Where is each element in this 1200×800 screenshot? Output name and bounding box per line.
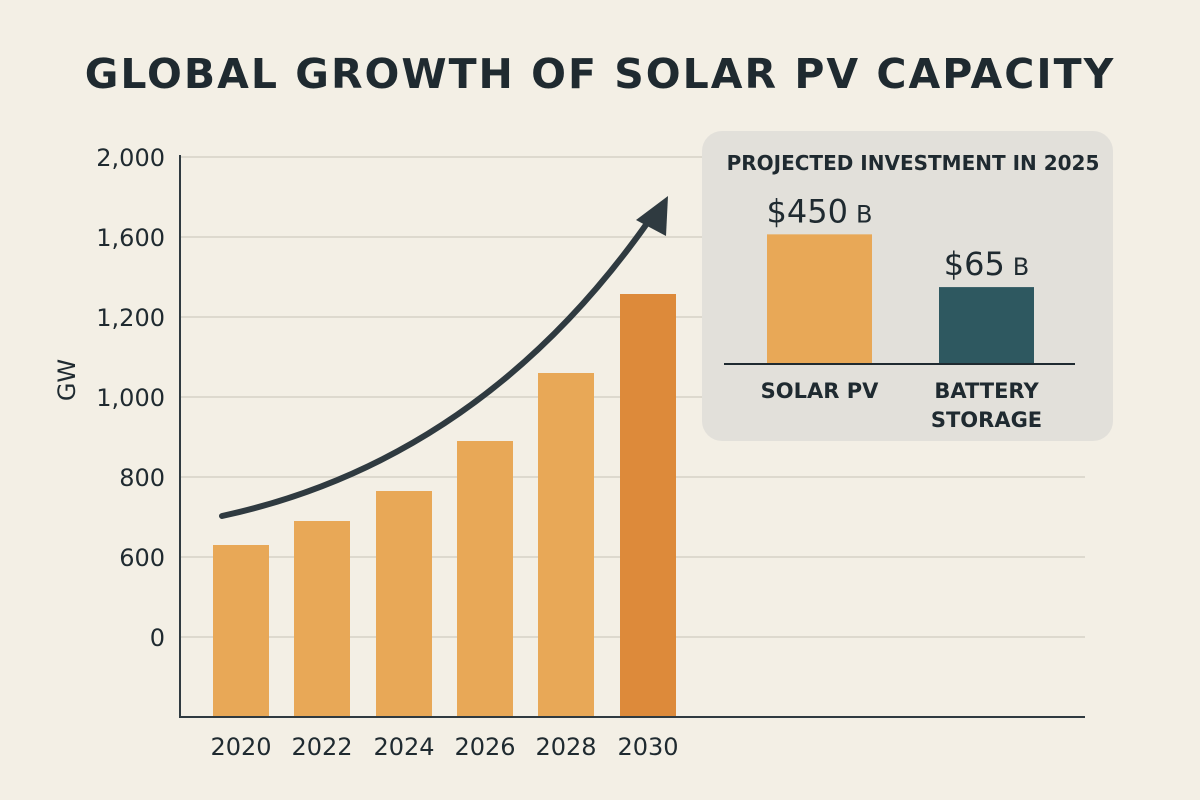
- y-axis-label: GW: [53, 359, 81, 401]
- inset-value-label: $450 B: [767, 192, 873, 230]
- x-tick-label: 2022: [291, 733, 352, 761]
- y-tick-label: 1,600: [96, 224, 165, 252]
- y-tick-label: 600: [119, 544, 165, 572]
- bar-2024: [376, 491, 432, 717]
- y-tick-label: 1,200: [96, 304, 165, 332]
- x-tick-label: 2026: [454, 733, 515, 761]
- trend-arrow-line: [219, 219, 651, 519]
- inset-bar: [767, 234, 872, 364]
- inset-category-label: BATTERY: [934, 379, 1039, 403]
- bar-2020: [213, 545, 269, 717]
- y-tick-label: 2,000: [96, 144, 165, 172]
- x-tick-label: 2028: [535, 733, 596, 761]
- x-tick-label: 2020: [210, 733, 271, 761]
- chart-title: GLOBAL GROWTH OF SOLAR PV CAPACITY: [84, 50, 1116, 98]
- bar-2028: [538, 373, 594, 717]
- bar-2026: [457, 441, 513, 717]
- inset-value-label: $65 B: [944, 245, 1030, 283]
- inset-bar: [939, 287, 1034, 364]
- inset-category-label: SOLAR PV: [761, 379, 879, 403]
- y-tick-label: 0: [150, 624, 165, 652]
- bar-2030: [620, 294, 676, 717]
- inset-category-label: STORAGE: [931, 408, 1042, 432]
- bar-2022: [294, 521, 350, 717]
- x-tick-label: 2024: [373, 733, 434, 761]
- y-tick-label: 800: [119, 464, 165, 492]
- y-tick-label: 1,000: [96, 384, 165, 412]
- inset-title: PROJECTED INVESTMENT IN 2025: [727, 151, 1100, 175]
- x-tick-label: 2030: [617, 733, 678, 761]
- trend-arrow-head-icon: [636, 196, 668, 236]
